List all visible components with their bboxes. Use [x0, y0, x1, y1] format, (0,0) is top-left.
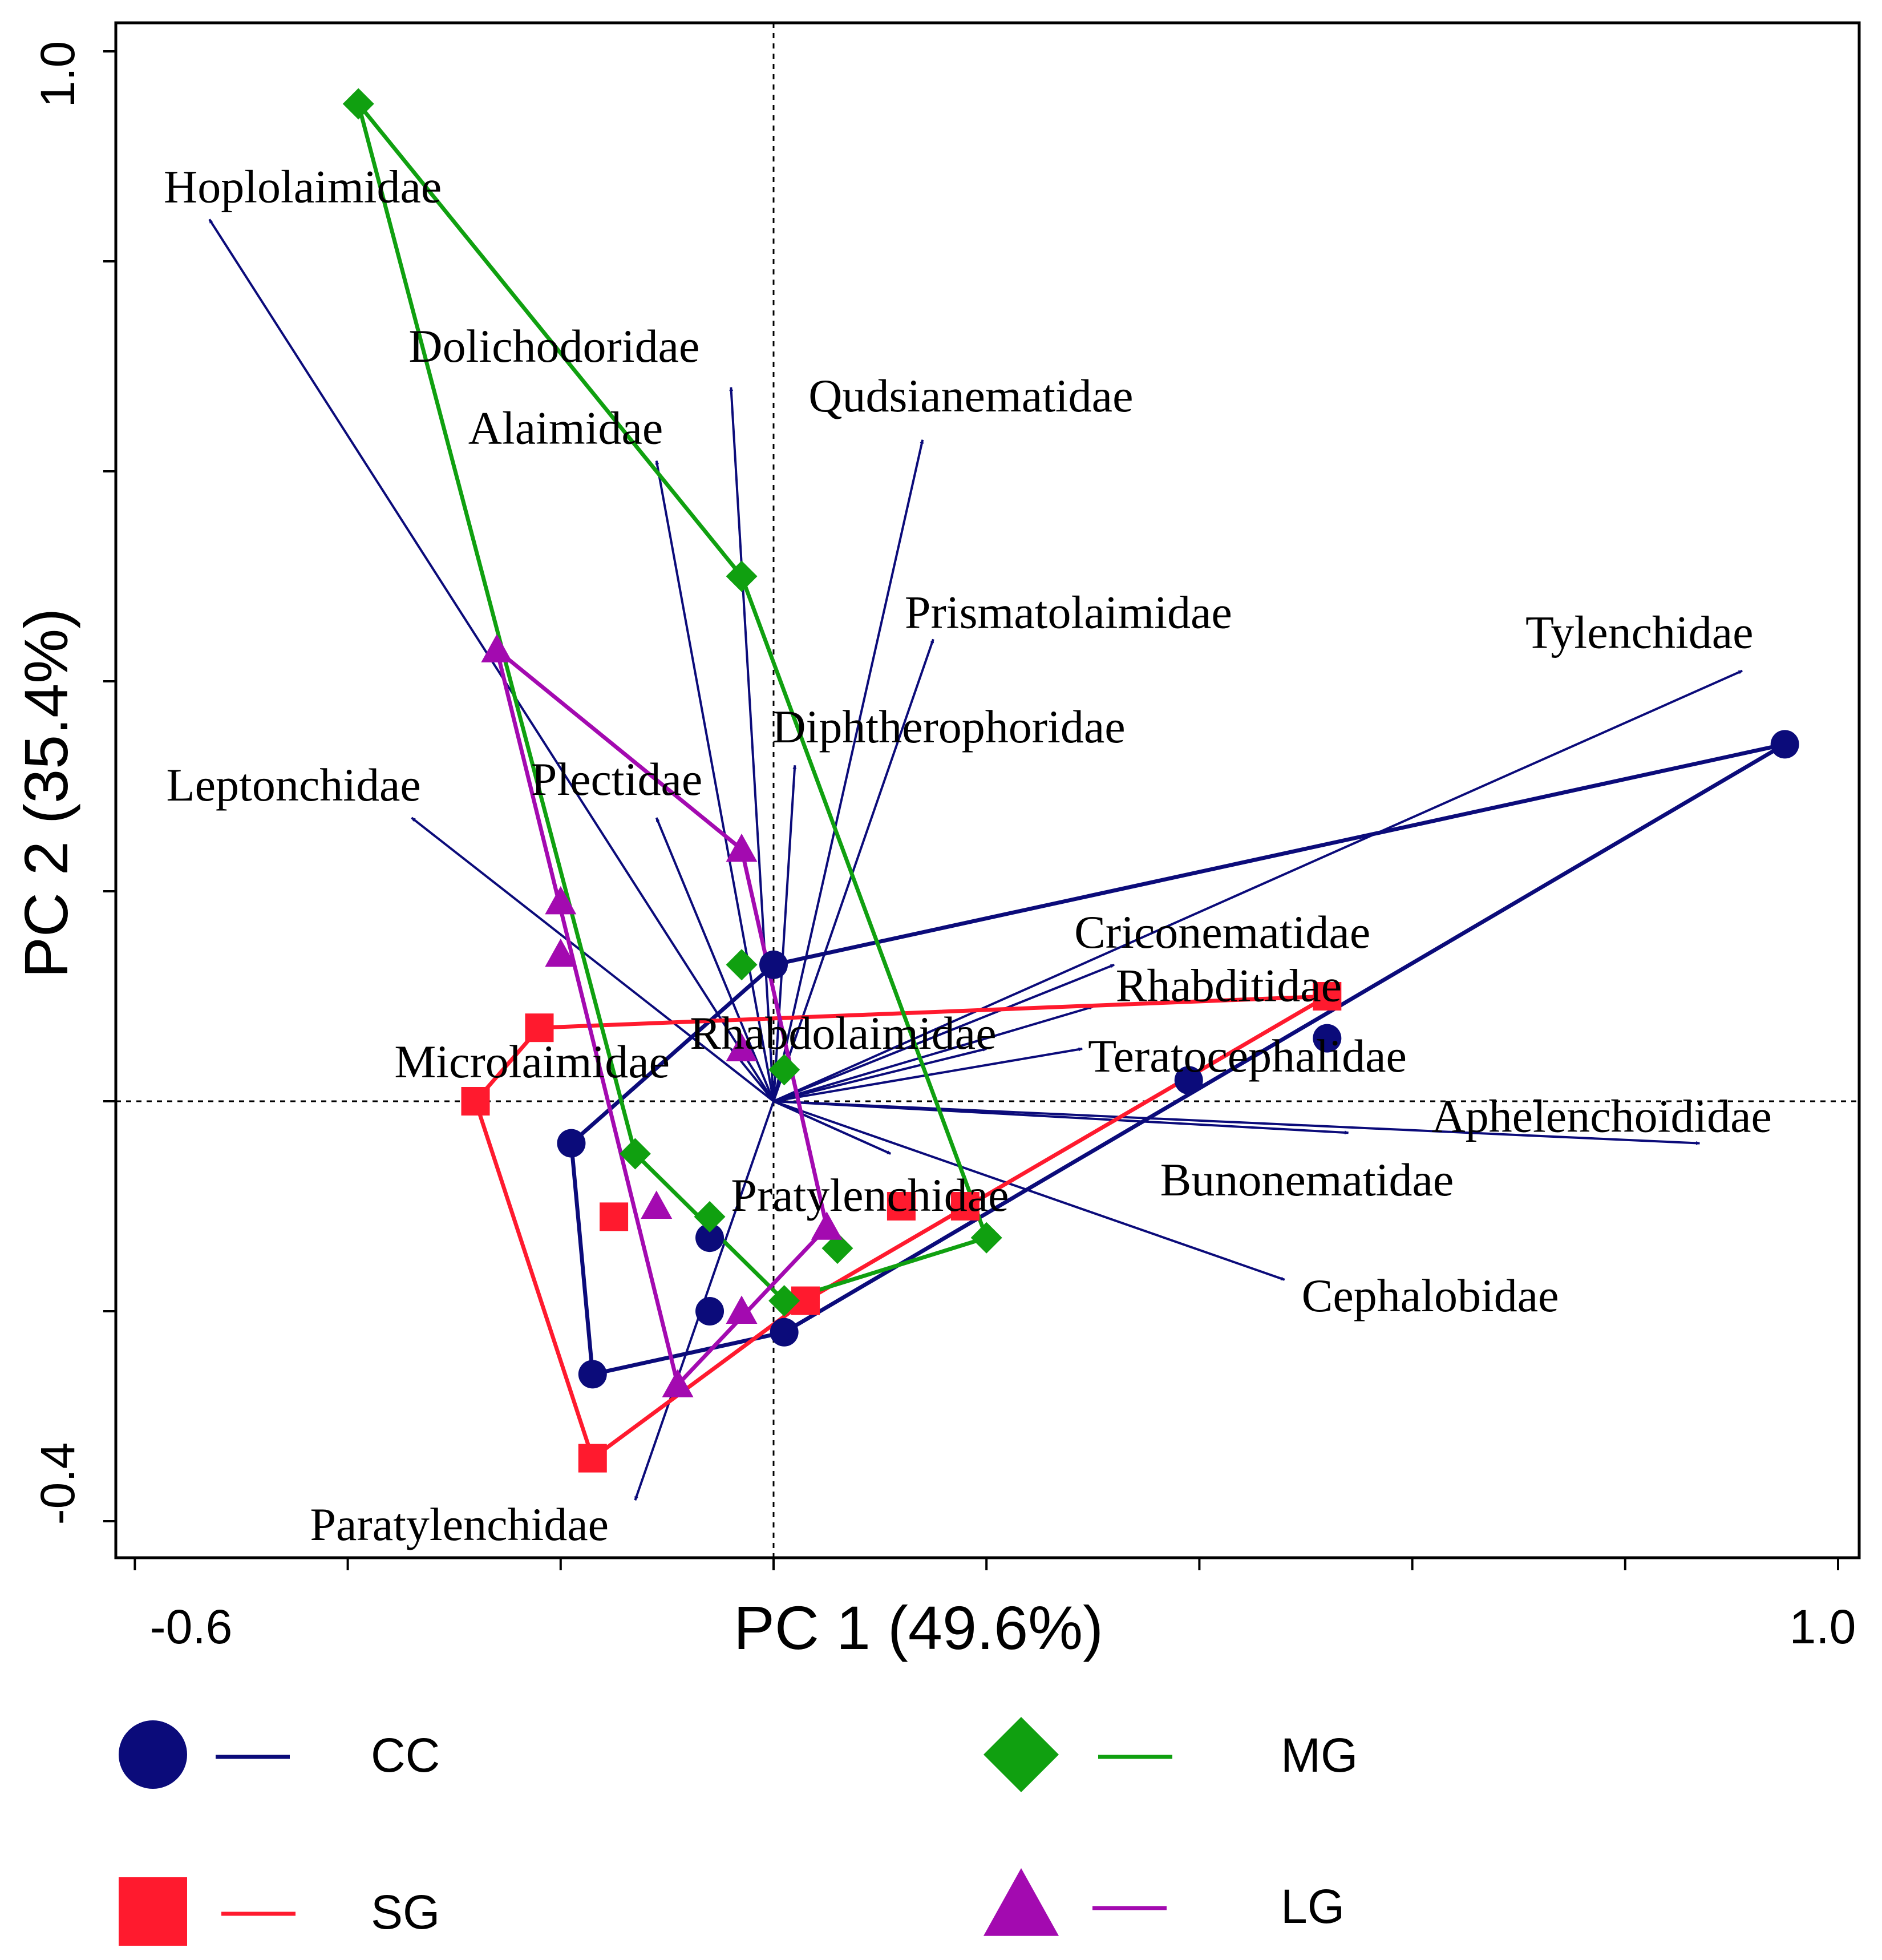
loading-vector-alaimidae [655, 460, 775, 1102]
point-mg-8 [768, 1285, 800, 1317]
point-sg-6 [887, 1192, 916, 1221]
legend-label-lg: LG [1281, 1880, 1345, 1933]
loading-vectors [208, 219, 1743, 1501]
loading-vector-aphelenchoididae [773, 1100, 1701, 1145]
loading-vector-dolichodoridae [729, 387, 775, 1102]
x-tick-label-min: -0.6 [150, 1600, 233, 1654]
point-sg-1 [525, 1013, 554, 1042]
loading-label-cephalobidae: Cephalobidae [1302, 1270, 1559, 1322]
sample-points [342, 88, 1799, 1473]
point-sg-7 [950, 1192, 980, 1221]
legend-marker-lg [984, 1868, 1059, 1936]
loading-vector-rhabdolaimidae [773, 1048, 987, 1102]
loading-label-teratocephalidae: Teratocephalidae [1088, 1030, 1407, 1082]
loading-vector-tylenchidae [773, 669, 1743, 1102]
loading-label-pratylenchidae: Pratylenchidae [731, 1169, 1009, 1221]
point-cc-3 [695, 1297, 725, 1325]
point-cc-6 [759, 950, 788, 979]
point-mg-5 [619, 1138, 651, 1170]
legend-marker-cc [119, 1720, 187, 1789]
loading-label-dolichodoridae: Dolichodoridae [408, 320, 699, 372]
legend-label-mg: MG [1281, 1728, 1358, 1782]
loading-vector-leptonchidae [411, 817, 775, 1102]
loading-vector-prismatolaimidae [772, 638, 934, 1102]
point-cc-2 [695, 1223, 725, 1252]
loading-vector-plectidae [655, 817, 775, 1102]
loading-vector-bunonematidae [773, 1100, 1349, 1135]
point-cc-4 [770, 1318, 799, 1347]
legend-label-sg: SG [371, 1885, 440, 1939]
point-sg-3 [600, 1202, 629, 1231]
loading-label-rhabdolaimidae: Rhabdolaimidae [690, 1007, 996, 1059]
point-mg-2 [726, 560, 758, 592]
loading-label-paratylenchidae: Paratylenchidae [310, 1498, 609, 1550]
legend-label-cc: CC [371, 1728, 440, 1782]
hull-cc [569, 742, 1787, 1376]
point-mg-6 [694, 1201, 726, 1232]
loading-label-aphelenchoididae: Aphelenchoididae [1431, 1090, 1772, 1142]
point-cc-7 [1174, 1066, 1203, 1095]
loading-label-criconematidae: Criconematidae [1074, 906, 1370, 958]
point-lg-6 [641, 1190, 673, 1219]
point-mg-7 [821, 1232, 853, 1264]
y-tick-label-min: -0.4 [31, 1442, 84, 1525]
loading-vector-qudsianematidae [772, 439, 924, 1102]
point-sg-8 [1313, 982, 1342, 1011]
point-lg-3 [545, 886, 577, 915]
loading-label-alaimidae: Alaimidae [468, 402, 663, 454]
legend: CC MG SG LG [119, 1717, 1358, 1946]
loading-label-plectidae: Plectidae [531, 753, 703, 805]
reference-lines [116, 23, 1859, 1558]
loading-label-hoplolaimidae: Hoplolaimidae [164, 160, 442, 212]
x-axis-title: PC 1 (49.6%) [734, 1593, 1103, 1662]
point-sg-2 [461, 1087, 490, 1116]
loading-vector-criconematidae [773, 963, 1115, 1102]
legend-marker-mg [984, 1717, 1059, 1792]
point-lg-5 [726, 1033, 758, 1061]
point-cc-9 [1770, 730, 1799, 759]
point-mg-3 [726, 949, 758, 981]
point-lg-4 [545, 938, 577, 967]
hull-mg [356, 102, 989, 1303]
loading-label-diphtherophoridae: Diphtherophoridae [772, 701, 1125, 753]
loading-vector-rhabditidae [773, 1005, 1094, 1102]
loading-label-bunonematidae: Bunonematidae [1160, 1154, 1454, 1206]
y-tick-label-max: 1.0 [31, 41, 84, 108]
legend-marker-sg [119, 1877, 187, 1946]
point-lg-8 [726, 1295, 758, 1324]
loading-vector-pratylenchidae [773, 1100, 892, 1155]
loading-label-qudsianematidae: Qudsianematidae [808, 370, 1133, 422]
loading-label-microlaimidae: Microlaimidae [394, 1036, 670, 1088]
point-mg-4 [768, 1054, 800, 1086]
x-tick-label-max: 1.0 [1790, 1600, 1856, 1654]
point-sg-4 [578, 1444, 607, 1473]
point-cc-5 [578, 1360, 607, 1389]
point-lg-2 [726, 833, 758, 862]
loading-label-prismatolaimidae: Prismatolaimidae [905, 586, 1232, 638]
point-lg-9 [662, 1369, 694, 1397]
point-mg-1 [342, 88, 374, 120]
loading-label-tylenchidae: Tylenchidae [1525, 607, 1754, 658]
axes [103, 50, 1839, 1570]
loading-label-leptonchidae: Leptonchidae [167, 759, 421, 811]
point-lg-7 [811, 1211, 843, 1240]
point-mg-9 [970, 1222, 1002, 1254]
y-axis-title: PC 2 (35.4%) [11, 608, 80, 978]
point-cc-8 [1313, 1024, 1342, 1053]
point-cc-1 [557, 1129, 586, 1158]
point-lg-1 [481, 634, 513, 662]
loading-labels: Hoplolaimidae Dolichodoridae Alaimidae Quds… [164, 160, 1772, 1550]
loading-vector-diphtherophoridae [772, 765, 797, 1102]
loading-label-rhabditidae: Rhabditidae [1116, 959, 1342, 1011]
